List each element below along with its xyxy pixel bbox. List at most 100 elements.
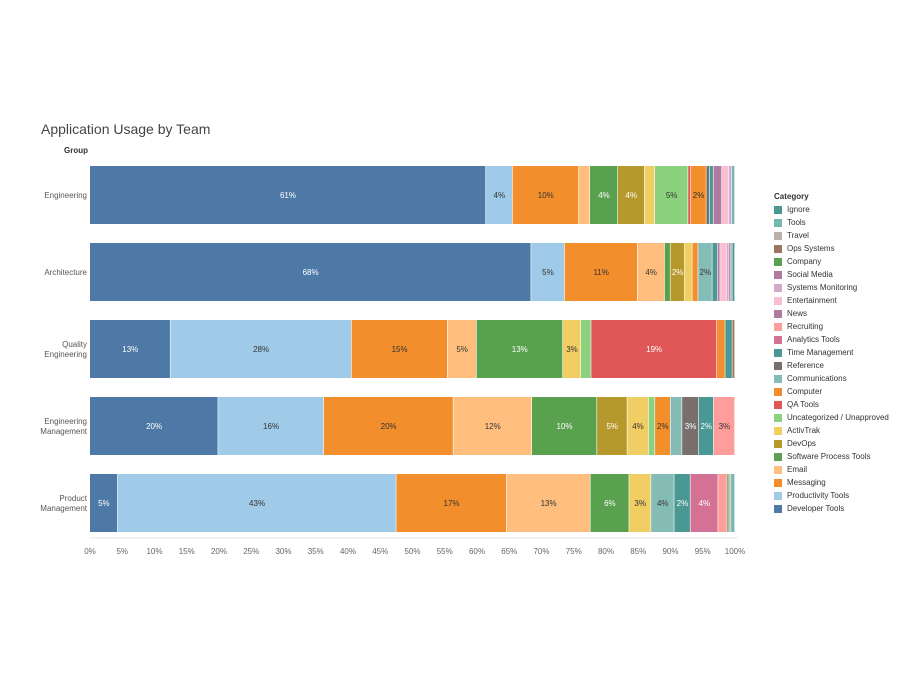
data-label: 43%: [249, 499, 265, 508]
data-label: 5%: [542, 268, 554, 277]
bar-segment: [597, 397, 627, 455]
legend-item[interactable]: Reference: [774, 359, 889, 372]
bar-segment: [644, 166, 655, 224]
legend-item[interactable]: Ignore: [774, 203, 889, 216]
data-label: 20%: [381, 422, 397, 431]
data-label: 6%: [604, 499, 616, 508]
bar-segment: [453, 397, 532, 455]
data-label: 13%: [122, 345, 138, 354]
bar-segment: [682, 397, 699, 455]
data-label: 4%: [494, 191, 506, 200]
bar-segment: [485, 166, 513, 224]
bar-segment: [698, 243, 712, 301]
bar-segment: [709, 166, 713, 224]
data-label: 5%: [98, 499, 110, 508]
legend-swatch: [774, 491, 782, 500]
legend-label: Reference: [787, 361, 824, 370]
bar-segment: [720, 243, 727, 301]
bar-segment: [627, 397, 649, 455]
legend-item[interactable]: Email: [774, 463, 889, 476]
legend-item[interactable]: Social Media: [774, 268, 889, 281]
bar-segment: [512, 166, 579, 224]
legend-item[interactable]: Recruiting: [774, 320, 889, 333]
legend-swatch: [774, 400, 782, 409]
legend-label: Systems Monitoring: [787, 283, 858, 292]
bar-segment: [90, 243, 531, 301]
legend-item[interactable]: Developer Tools: [774, 502, 889, 515]
legend-swatch: [774, 361, 782, 370]
legend-swatch: [774, 387, 782, 396]
legend-label: Travel: [787, 231, 809, 240]
legend-label: Email: [787, 465, 808, 474]
legend-swatch: [774, 205, 782, 214]
bar-segment: [648, 397, 655, 455]
legend-item[interactable]: Communications: [774, 372, 889, 385]
bar-segment: [706, 166, 710, 224]
legend-item[interactable]: Company: [774, 255, 889, 268]
bar-segment: [476, 320, 563, 378]
legend-item[interactable]: Software Process Tools: [774, 450, 889, 463]
data-label: 19%: [646, 345, 662, 354]
bar-segment: [531, 243, 565, 301]
legend-label: Communications: [787, 374, 847, 383]
x-tick-label: 15%: [179, 547, 195, 556]
legend-swatch: [774, 270, 782, 279]
data-label: 4%: [699, 499, 711, 508]
bar-segment: [117, 474, 396, 532]
legend-item[interactable]: Messaging: [774, 476, 889, 489]
legend-item[interactable]: Entertainment: [774, 294, 889, 307]
data-label: 3%: [634, 499, 646, 508]
legend-item[interactable]: Productivity Tools: [774, 489, 889, 502]
data-label: 4%: [598, 191, 610, 200]
data-label: 61%: [280, 191, 296, 200]
row-label: Product: [59, 494, 87, 503]
legend-swatch: [774, 452, 782, 461]
legend-item[interactable]: DevOps: [774, 437, 889, 450]
legend-label: DevOps: [787, 439, 816, 448]
x-tick-label: 95%: [695, 547, 711, 556]
legend-item[interactable]: ActivTrak: [774, 424, 889, 437]
legend-item[interactable]: QA Tools: [774, 398, 889, 411]
bar-segment: [698, 397, 714, 455]
legend-item[interactable]: Analytics Tools: [774, 333, 889, 346]
bar-segment: [591, 320, 717, 378]
data-label: 68%: [303, 268, 319, 277]
legend-label: Company: [787, 257, 822, 266]
bar-segment: [637, 243, 665, 301]
legend-item[interactable]: Ops Systems: [774, 242, 889, 255]
bar-segment: [684, 243, 692, 301]
x-tick-label: 30%: [275, 547, 291, 556]
chart-title: Application Usage by Team: [41, 121, 211, 137]
bar-segment: [718, 474, 727, 532]
legend-item[interactable]: Systems Monitoring: [774, 281, 889, 294]
x-tick-label: 55%: [437, 547, 453, 556]
legend-label: Ops Systems: [787, 244, 835, 253]
legend-label: Analytics Tools: [787, 335, 840, 344]
x-tick-label: 60%: [469, 547, 485, 556]
legend-label: Software Process Tools: [787, 452, 871, 461]
bar-segment: [674, 474, 690, 532]
legend-swatch: [774, 465, 782, 474]
legend-label: ActivTrak: [787, 426, 821, 435]
x-tick-label: 65%: [501, 547, 517, 556]
data-label: 11%: [593, 268, 608, 277]
legend-item[interactable]: News: [774, 307, 889, 320]
bar-segment: [447, 320, 477, 378]
legend-item[interactable]: Time Management: [774, 346, 889, 359]
legend-item[interactable]: Travel: [774, 229, 889, 242]
legend-item[interactable]: Tools: [774, 216, 889, 229]
legend-item[interactable]: Computer: [774, 385, 889, 398]
data-label: 2%: [677, 499, 689, 508]
bar-segment: [688, 166, 691, 224]
data-label: 10%: [557, 422, 573, 431]
legend-swatch: [774, 296, 782, 305]
data-label: 17%: [444, 499, 460, 508]
bar-segment: [90, 397, 218, 455]
row-label: Engineering: [44, 191, 87, 200]
data-label: 4%: [657, 499, 669, 508]
bar-segment: [731, 243, 732, 301]
bar-segment: [562, 320, 581, 378]
bar-segment: [729, 166, 732, 224]
legend-item[interactable]: Uncategorized / Unapproved: [774, 411, 889, 424]
